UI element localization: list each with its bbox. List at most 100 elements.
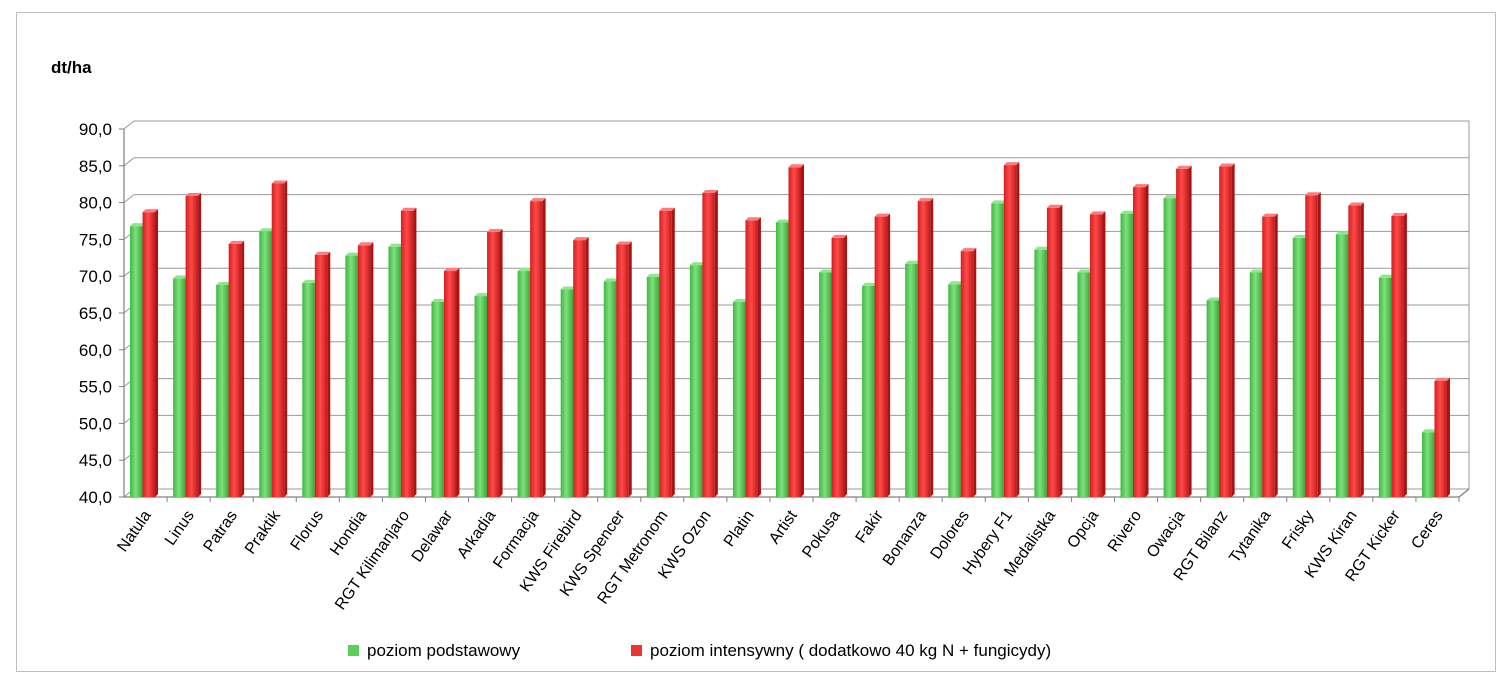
bar-side [1188,165,1192,497]
bar-front [1249,272,1263,497]
x-category-label: Pokusa [799,507,844,561]
y-tick-label: 50,0 [79,414,112,433]
bar-front [142,212,156,497]
x-category-label: Frisky [1279,508,1317,553]
y-tick-label: 75,0 [79,230,112,249]
bar-front [185,195,199,497]
bar-top [1348,202,1364,206]
legend-label-series-1: poziom podstawowy [367,641,521,660]
bar-intensywny [1348,202,1364,497]
x-category-label: Artist [766,507,801,547]
bar-front [819,272,832,497]
bar-top [831,234,848,238]
x-category-label: Ceres [1408,508,1446,553]
bar-front [874,216,888,498]
bar-front [530,201,543,498]
bar-intensywny [357,242,374,497]
bar-top [228,240,245,244]
x-category-label: Bonanza [880,507,930,569]
bar-top [1003,162,1020,166]
bar-front [431,301,444,497]
bar-top [517,268,534,272]
floor-edge [1458,488,1470,498]
bar-top [271,180,288,184]
bar-intensywny [1262,213,1278,498]
x-category-label: Arkadia [454,507,499,561]
bar-top [443,268,460,272]
bar-top [616,241,632,245]
bar-front [917,201,931,498]
bar-intensywny [443,268,460,497]
bar-front [862,285,875,497]
x-category-labels: Natula Linus Patras Praktik Florus HondiaRGT … [114,507,1446,613]
bar-intensywny [185,192,202,497]
bar-top [1163,195,1180,199]
bar-front [788,167,801,497]
bar-front [689,265,703,497]
bar-front [603,281,617,497]
bar-front [271,183,285,498]
bar-chart: dt/ha 40,0 45,0 50,0 55,0 60,0 65,0 70,0 75,0 80… [51,58,1470,660]
bar-front [831,237,845,498]
bar-intensywny [831,234,848,498]
bar-top [216,282,232,286]
bar-front [1077,272,1090,497]
bar-front [1003,165,1017,497]
bar-front [646,276,660,497]
bar-front [1133,187,1146,498]
bar-front [1046,207,1060,497]
bar-side [671,207,675,498]
bar-intensywny [788,164,804,497]
bar-front [560,289,574,497]
bar-intensywny [487,229,503,498]
bar-top [874,213,891,217]
bar-side [1403,212,1407,497]
bar-side [714,190,718,498]
x-category-label: Praktik [242,507,285,558]
bar-side [413,207,417,498]
bar-front [474,296,488,497]
x-category-label: Florus [288,508,327,554]
bar-top [1206,297,1223,301]
bar-top [732,298,749,302]
bar-front [960,251,974,497]
legend-label-series-2: poziom intensywny ( dodatkowo 40 kg N + … [650,641,1051,660]
bar-top [487,229,503,233]
bar-top [1421,429,1438,433]
bar-intensywny [960,248,977,497]
bar-intensywny [1219,163,1235,497]
bar-side [499,229,503,498]
bar-side [1102,211,1106,497]
x-category-label: Natula [114,507,155,555]
bar-front [1262,216,1275,498]
bar-top [689,262,706,266]
bar-top [345,252,361,256]
bar-front [573,240,586,498]
bar-top [130,223,146,227]
bar-front [357,245,371,497]
bar-top [905,260,921,264]
bar-top [573,237,589,241]
y-tick-label: 90,0 [79,120,112,139]
bar-front [616,244,629,497]
bar-top [603,278,620,282]
bar-intensywny [1176,165,1192,497]
bar-front [659,210,672,498]
bar-front [1219,166,1232,497]
bar-intensywny [573,237,589,498]
bar-top [1120,210,1137,214]
bar-side [1360,202,1364,497]
y-tick-label: 55,0 [79,378,112,397]
bar-side [1016,162,1020,497]
bar-front [1335,234,1349,498]
bar-top [1089,211,1106,215]
bar-intensywny [1003,162,1020,497]
bar-intensywny [1434,377,1450,497]
bar-top [1335,231,1352,235]
bar-top [1262,213,1278,217]
bar-side [887,213,891,498]
bar-top [862,282,878,286]
y-tick-label: 85,0 [79,157,112,176]
bar-intensywny [1046,204,1063,497]
bar-top [960,248,977,252]
